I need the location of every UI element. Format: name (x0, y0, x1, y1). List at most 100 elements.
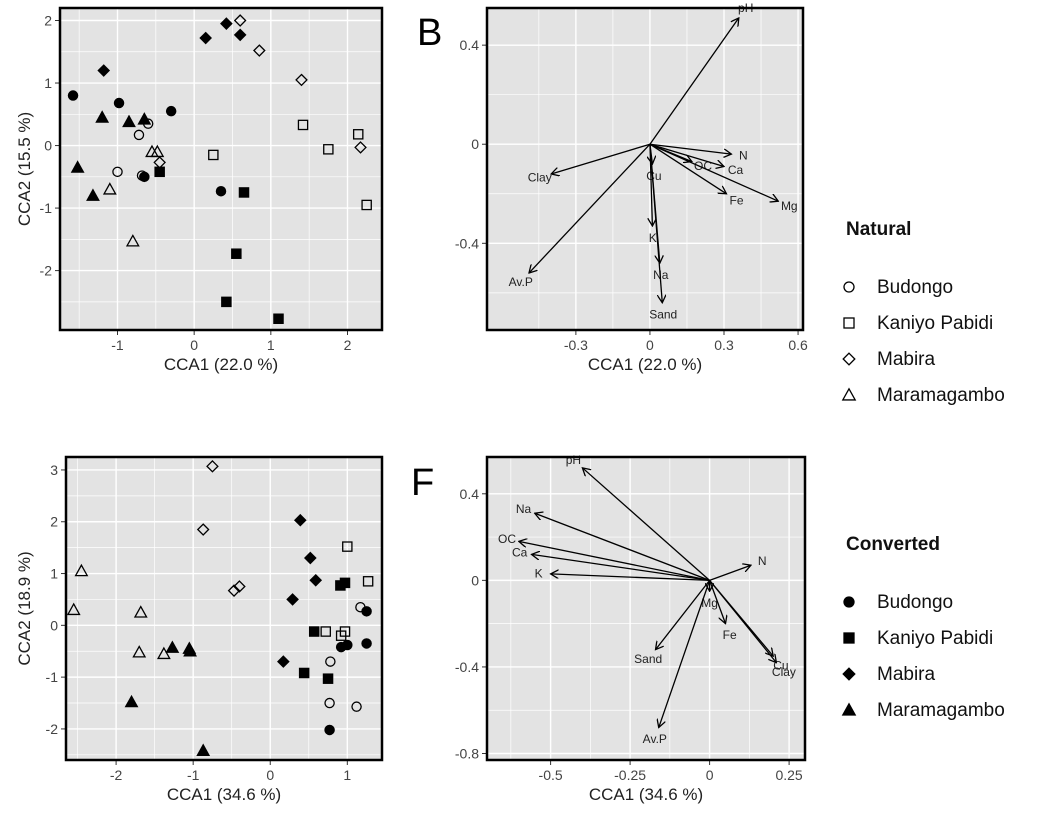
site-point-circle-filled (324, 724, 335, 736)
site-point-triangle-filled (137, 112, 152, 125)
legend-item-label: Budongo (877, 277, 953, 298)
site-point-square-filled (273, 313, 284, 324)
site-point-square-filled (231, 248, 242, 259)
y-tick-label: 0 (471, 572, 479, 588)
y-axis-title: CCA2 (15.5 %) (15, 112, 34, 226)
env-vector-label: Ca (728, 163, 744, 177)
plot-background (60, 8, 382, 330)
plot-background (487, 457, 805, 760)
x-tick-label: 0 (190, 337, 198, 353)
legend-title: Natural (846, 219, 911, 240)
legend-item-label: Maramagambo (877, 385, 1005, 406)
legend-item-label: Maramagambo (877, 700, 1005, 721)
site-point-triangle-filled (124, 694, 139, 708)
site-point-circle-open (112, 166, 123, 178)
y-tick-label: 0.4 (460, 37, 480, 53)
legend-key-circle (843, 281, 855, 293)
env-vector-arrow (551, 574, 710, 582)
env-vector-arrow (649, 144, 662, 303)
site-point-circle-filled (215, 185, 227, 197)
site-point-triangle-open (74, 563, 89, 577)
env-vector-arrow (551, 143, 651, 174)
site-point-triangle-filled (70, 160, 85, 173)
y-tick-label: 1 (44, 75, 52, 91)
site-point-triangle-filled (95, 110, 110, 123)
site-point-square-open (352, 129, 364, 140)
x-tick-label: 0.25 (775, 767, 802, 783)
y-tick-label: -2 (46, 721, 59, 737)
plot-background (487, 8, 803, 330)
site-point-square-open (339, 626, 351, 637)
legend-item-label: Kaniyo Pabidi (877, 628, 993, 649)
y-tick-label: -2 (40, 263, 53, 279)
site-point-square-open (323, 144, 334, 155)
legend-key-triangle (841, 702, 857, 716)
env-vector-arrow (649, 143, 778, 201)
env-vector-label: Na (653, 268, 669, 282)
env-vector-arrow (519, 541, 710, 582)
legend-key-square (843, 317, 855, 329)
y-tick-label: 0 (471, 136, 479, 152)
site-point-triangle-open (132, 645, 147, 658)
y-axis-title: CCA2 (18.9 %) (15, 551, 34, 665)
site-point-square-filled (322, 673, 334, 684)
site-point-square-open (320, 626, 331, 637)
site-point-square-open (361, 199, 372, 211)
env-vector-label: N (739, 149, 748, 163)
env-vector-arrow (649, 143, 724, 166)
site-point-triangle-open (66, 602, 81, 616)
y-tick-label: 1 (50, 566, 58, 582)
legend-item-label: Kaniyo Pabidi (877, 313, 993, 334)
env-vector-label: K (535, 566, 543, 580)
y-tick-label: 0 (44, 138, 52, 154)
env-vector-arrow (656, 579, 711, 649)
site-point-diamond-open (233, 580, 246, 593)
env-vector-label: pH (566, 453, 581, 467)
plot-frame (64, 455, 384, 762)
site-point-triangle-filled (165, 640, 180, 653)
legend-key-triangle (841, 387, 857, 401)
x-axis-title: CCA1 (22.0 %) (164, 355, 278, 374)
site-point-triangle-filled (86, 188, 100, 201)
env-vector-label: Cu (646, 169, 661, 183)
env-vector-label: Mg (781, 199, 798, 213)
x-tick-label: 1 (343, 767, 351, 783)
y-tick-label: 3 (50, 462, 58, 478)
y-tick-label: 0 (50, 617, 58, 633)
site-point-circle-filled (361, 638, 372, 649)
env-vector-label: Clay (772, 665, 796, 679)
env-vector-label: Fe (730, 193, 744, 207)
site-point-diamond-filled (304, 551, 317, 565)
site-point-circle-filled (113, 97, 125, 109)
converted-env-vector-panel: -0.5 -0.25 0 0.25 -0.8 -0.4 0 0.4 CCA1 (34.6 %) p… (411, 453, 807, 804)
site-point-circle-open (133, 129, 145, 141)
env-vector-arrow (649, 143, 731, 154)
y-tick-label: 2 (44, 13, 52, 29)
env-vector-arrow (709, 579, 777, 662)
site-point-diamond-open (196, 523, 210, 536)
env-vector-arrow (535, 513, 710, 581)
site-point-square-filled (335, 580, 346, 591)
x-tick-label: 0.6 (788, 337, 808, 353)
site-point-circle-filled (361, 606, 372, 617)
env-vector-label: Av.P (643, 732, 667, 746)
env-vector-label: K (649, 231, 657, 245)
env-vector-label: Fe (723, 628, 737, 642)
x-axis-title: CCA1 (22.0 %) (588, 355, 702, 374)
site-point-circle-filled (67, 90, 79, 101)
plot-frame (485, 455, 807, 762)
site-point-triangle-open (102, 182, 117, 195)
y-tick-label: -0.4 (455, 659, 479, 675)
site-point-diamond-open (354, 141, 367, 154)
plot-background (66, 457, 382, 760)
site-point-square-filled (308, 626, 320, 637)
x-tick-label: -1 (111, 337, 124, 353)
site-point-diamond-open (227, 584, 241, 597)
site-point-triangle-open (133, 605, 148, 618)
site-point-diamond-filled (220, 17, 233, 30)
site-point-square-filled (221, 296, 232, 308)
x-tick-label: -1 (187, 767, 200, 783)
site-point-triangle-filled (122, 114, 136, 128)
